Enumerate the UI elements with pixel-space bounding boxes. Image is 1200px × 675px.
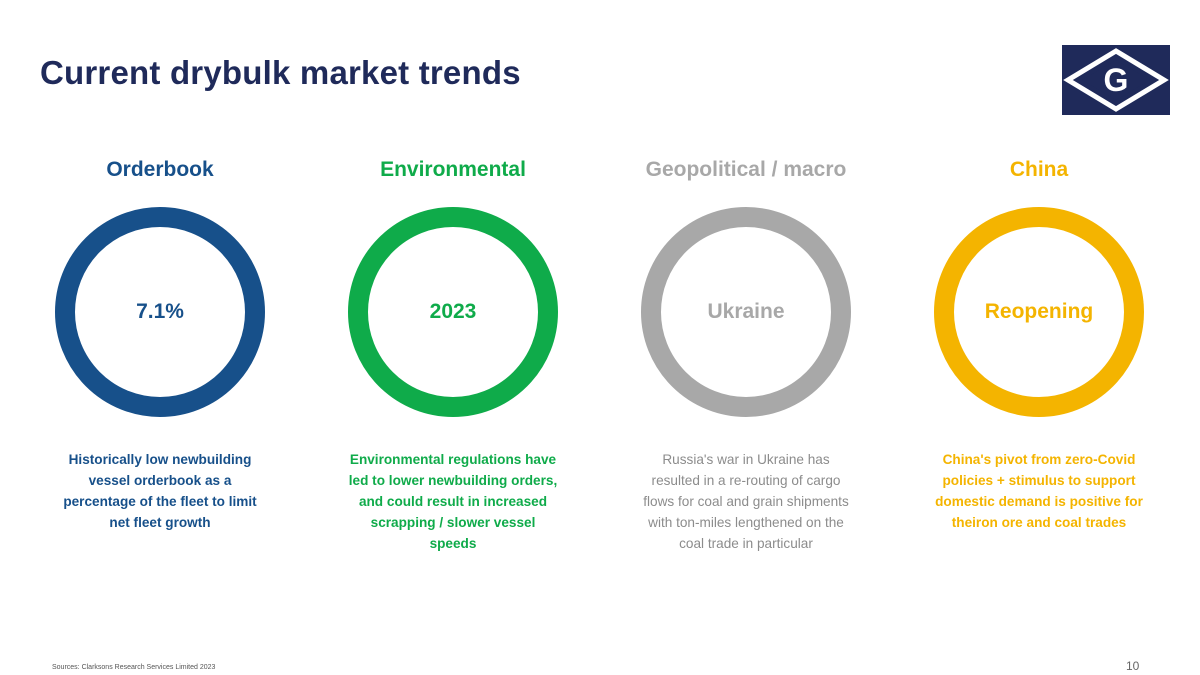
orderbook-ring: 7.1% bbox=[50, 202, 270, 422]
logo-letter: G bbox=[1104, 62, 1129, 98]
china-ring: Reopening bbox=[929, 202, 1149, 422]
ring-icon bbox=[934, 207, 1144, 417]
china-description: China's pivot from zero-Covid policies +… bbox=[935, 452, 1143, 530]
diamond-logo-icon: G bbox=[1062, 45, 1170, 115]
orderbook-description: Historically low newbuilding vessel orde… bbox=[63, 452, 257, 530]
geopolitical-ring: Ukraine bbox=[636, 202, 856, 422]
geopolitical-value: Ukraine bbox=[707, 300, 785, 323]
geopolitical-column: Geopolitical / macro Ukraine Russia's wa… bbox=[626, 155, 866, 554]
china-value: Reopening bbox=[984, 300, 1094, 323]
orderbook-heading: Orderbook bbox=[106, 158, 214, 181]
source-note: Sources: Clarksons Research Services Lim… bbox=[52, 664, 216, 671]
orderbook-value: 7.1% bbox=[136, 300, 184, 323]
geopolitical-heading: Geopolitical / macro bbox=[645, 158, 847, 181]
environmental-description: Environmental regulations have led to lo… bbox=[348, 452, 558, 551]
geopolitical-description: Russia's war in Ukraine has resulted in … bbox=[643, 452, 849, 551]
environmental-column: Environmental 2023 Environmental regulat… bbox=[333, 155, 573, 554]
environmental-ring: 2023 bbox=[343, 202, 563, 422]
environmental-heading: Environmental bbox=[380, 158, 526, 181]
page-title: Current drybulk market trends bbox=[40, 54, 521, 91]
company-logo: G bbox=[1062, 45, 1170, 115]
orderbook-column: Orderbook 7.1% Historically low newbuild… bbox=[40, 155, 280, 533]
ring-icon bbox=[55, 207, 265, 417]
china-column: China Reopening China's pivot from zero-… bbox=[919, 155, 1159, 533]
ring-icon bbox=[641, 207, 851, 417]
china-heading: China bbox=[1009, 158, 1069, 181]
environmental-value: 2023 bbox=[429, 300, 477, 323]
ring-icon bbox=[348, 207, 558, 417]
page-number: 10 bbox=[1126, 659, 1140, 673]
